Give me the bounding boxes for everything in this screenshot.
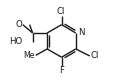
Text: Cl: Cl: [90, 51, 98, 61]
Text: O: O: [15, 20, 22, 29]
Text: Me: Me: [23, 51, 35, 60]
Text: N: N: [78, 28, 84, 37]
Text: HO: HO: [9, 37, 22, 46]
Text: F: F: [59, 66, 63, 75]
Text: Cl: Cl: [56, 7, 64, 16]
